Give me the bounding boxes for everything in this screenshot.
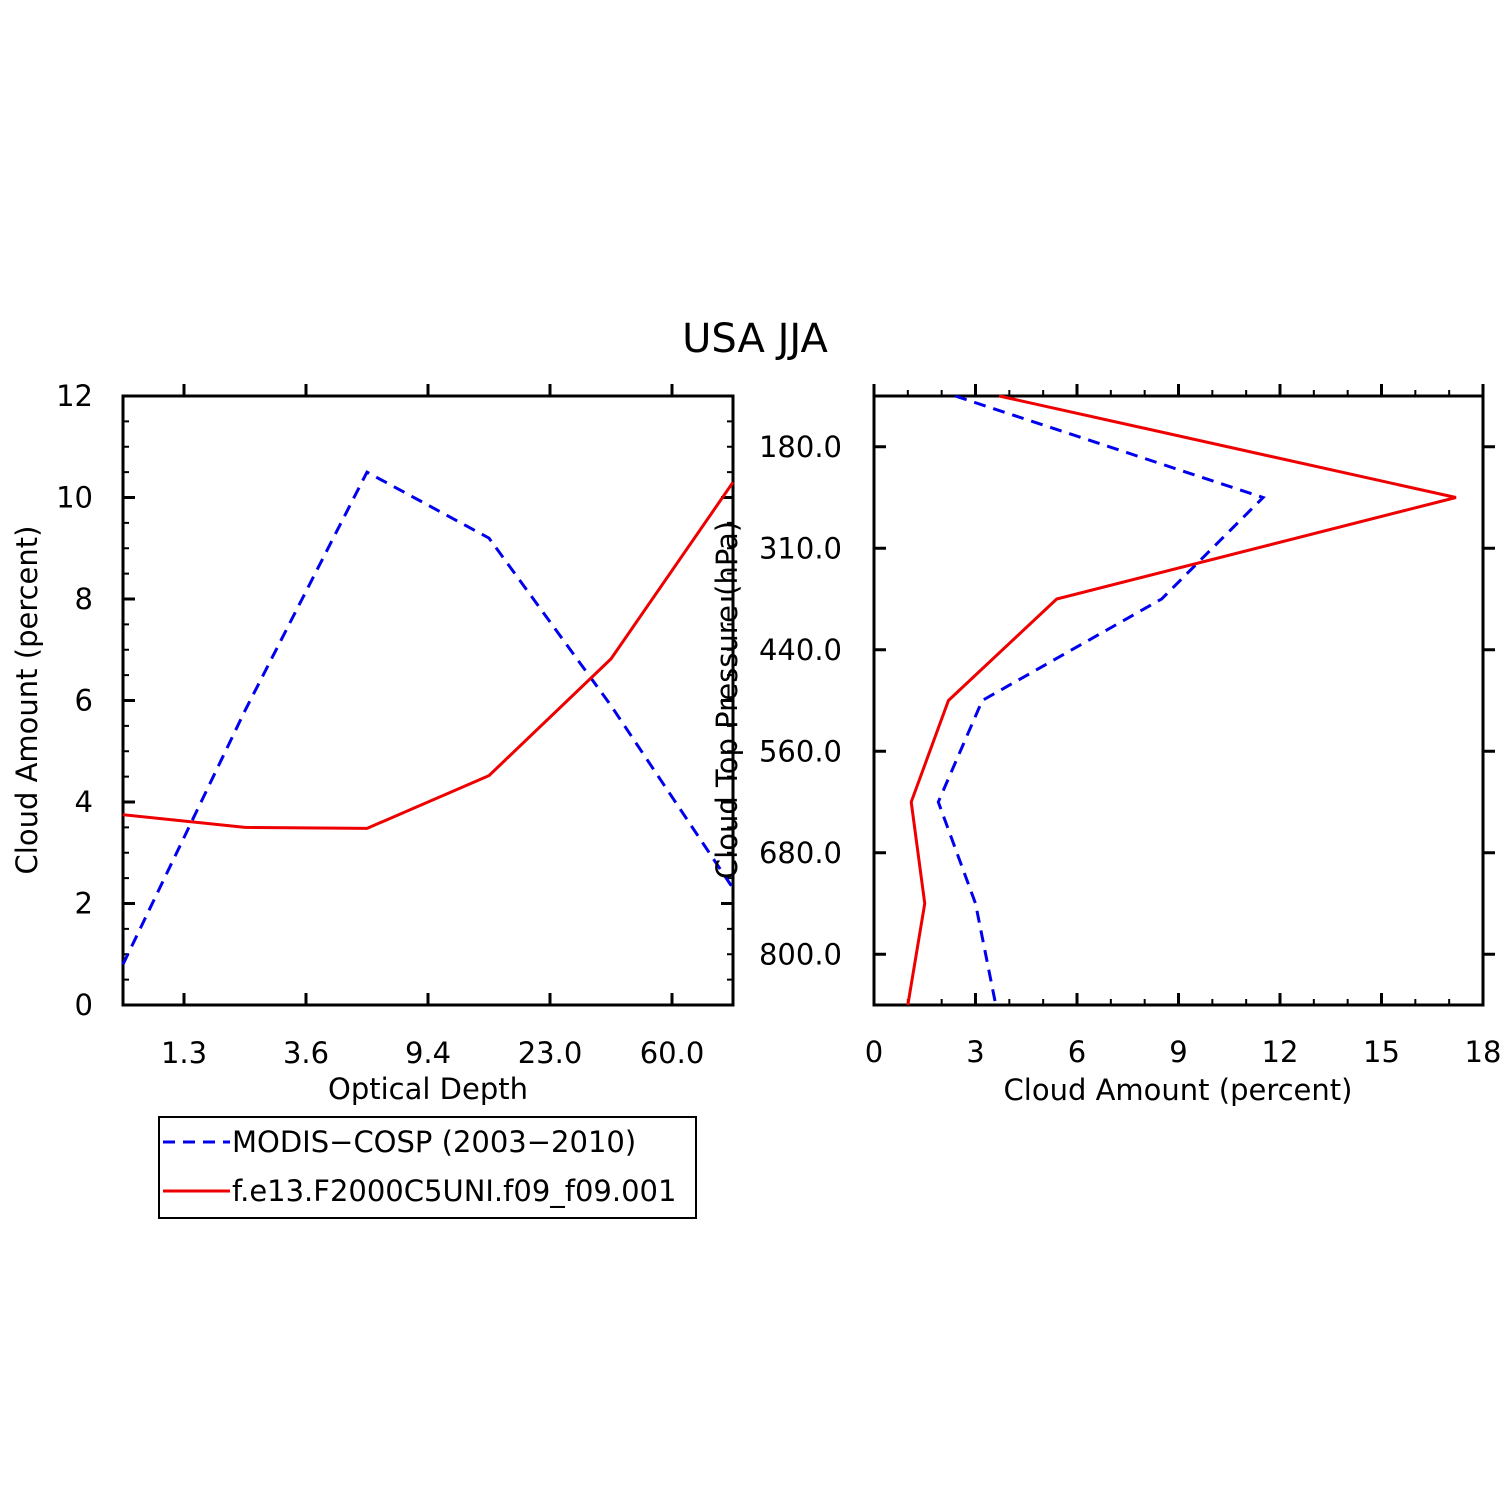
left-x-tick-label: 23.0 xyxy=(518,1036,583,1070)
left-y-tick-label: 12 xyxy=(56,379,93,413)
right-x-tick-label: 12 xyxy=(1262,1035,1299,1069)
right-series-group xyxy=(906,394,1457,1006)
left-series-group xyxy=(121,470,735,966)
right-axis-ticks: 0 3 6 9 12 15 18 180.0 310.0 440.0 560.0 680.0 800.0 xyxy=(759,384,1501,1069)
left-y-tick-label: 8 xyxy=(75,582,93,616)
chart-title: USA JJA xyxy=(682,316,828,362)
left-panel: 0 2 4 6 8 10 12 1.3 3.6 9.4 23.0 60.0 Optical Depth… xyxy=(10,379,735,1106)
legend-label-model: f.e13.F2000C5UNI.f09_f09.001 xyxy=(232,1174,676,1208)
right-x-tick-label: 3 xyxy=(966,1035,984,1069)
right-x-tick-label: 18 xyxy=(1465,1035,1502,1069)
left-y-tick-label: 6 xyxy=(75,684,93,718)
left-y-tick-label: 2 xyxy=(75,887,93,921)
right-series-modis-line xyxy=(936,394,1266,1006)
right-y-tick-label: 800.0 xyxy=(759,937,842,971)
left-x-tick-label: 9.4 xyxy=(405,1036,451,1070)
left-plot-frame xyxy=(121,394,735,1007)
right-y-tick-label: 440.0 xyxy=(759,633,842,667)
left-series-model-line xyxy=(122,481,735,830)
left-y-tick-label: 4 xyxy=(75,785,93,819)
legend-label-modis: MODIS−COSP (2003−2010) xyxy=(232,1125,636,1159)
right-x-tick-label: 0 xyxy=(865,1035,883,1069)
left-axis-ticks: 0 2 4 6 8 10 12 1.3 3.6 9.4 23.0 60.0 xyxy=(56,379,733,1070)
legend-box xyxy=(158,1116,697,1219)
right-x-axis-label: Cloud Amount (percent) xyxy=(1004,1073,1353,1107)
right-series-model-line xyxy=(906,394,1457,1006)
right-y-tick-label: 560.0 xyxy=(759,734,842,768)
right-y-tick-label: 310.0 xyxy=(759,531,842,565)
right-panel: 0 3 6 9 12 15 18 180.0 310.0 440.0 560.0 680.0 800.0… xyxy=(710,384,1501,1107)
left-y-axis-label: Cloud Amount (percent) xyxy=(10,526,44,875)
right-plot-frame xyxy=(872,394,1485,1007)
left-y-tick-label: 10 xyxy=(56,481,93,515)
legend: MODIS−COSP (2003−2010) f.e13.F2000C5UNI.… xyxy=(158,1116,697,1219)
right-x-tick-label: 9 xyxy=(1169,1035,1187,1069)
right-y-tick-label: 680.0 xyxy=(759,836,842,870)
left-x-axis-label: Optical Depth xyxy=(328,1072,528,1106)
right-x-tick-label: 6 xyxy=(1068,1035,1086,1069)
left-series-modis-line xyxy=(121,470,735,966)
right-y-tick-label: 180.0 xyxy=(759,430,842,464)
right-y-axis-label: Cloud Top Pressure (hPa) xyxy=(710,521,744,879)
left-x-tick-label: 3.6 xyxy=(283,1036,329,1070)
right-x-tick-label: 15 xyxy=(1363,1035,1400,1069)
left-x-tick-label: 1.3 xyxy=(161,1036,207,1070)
left-x-tick-label: 60.0 xyxy=(640,1036,705,1070)
left-y-tick-label: 0 xyxy=(75,988,93,1022)
